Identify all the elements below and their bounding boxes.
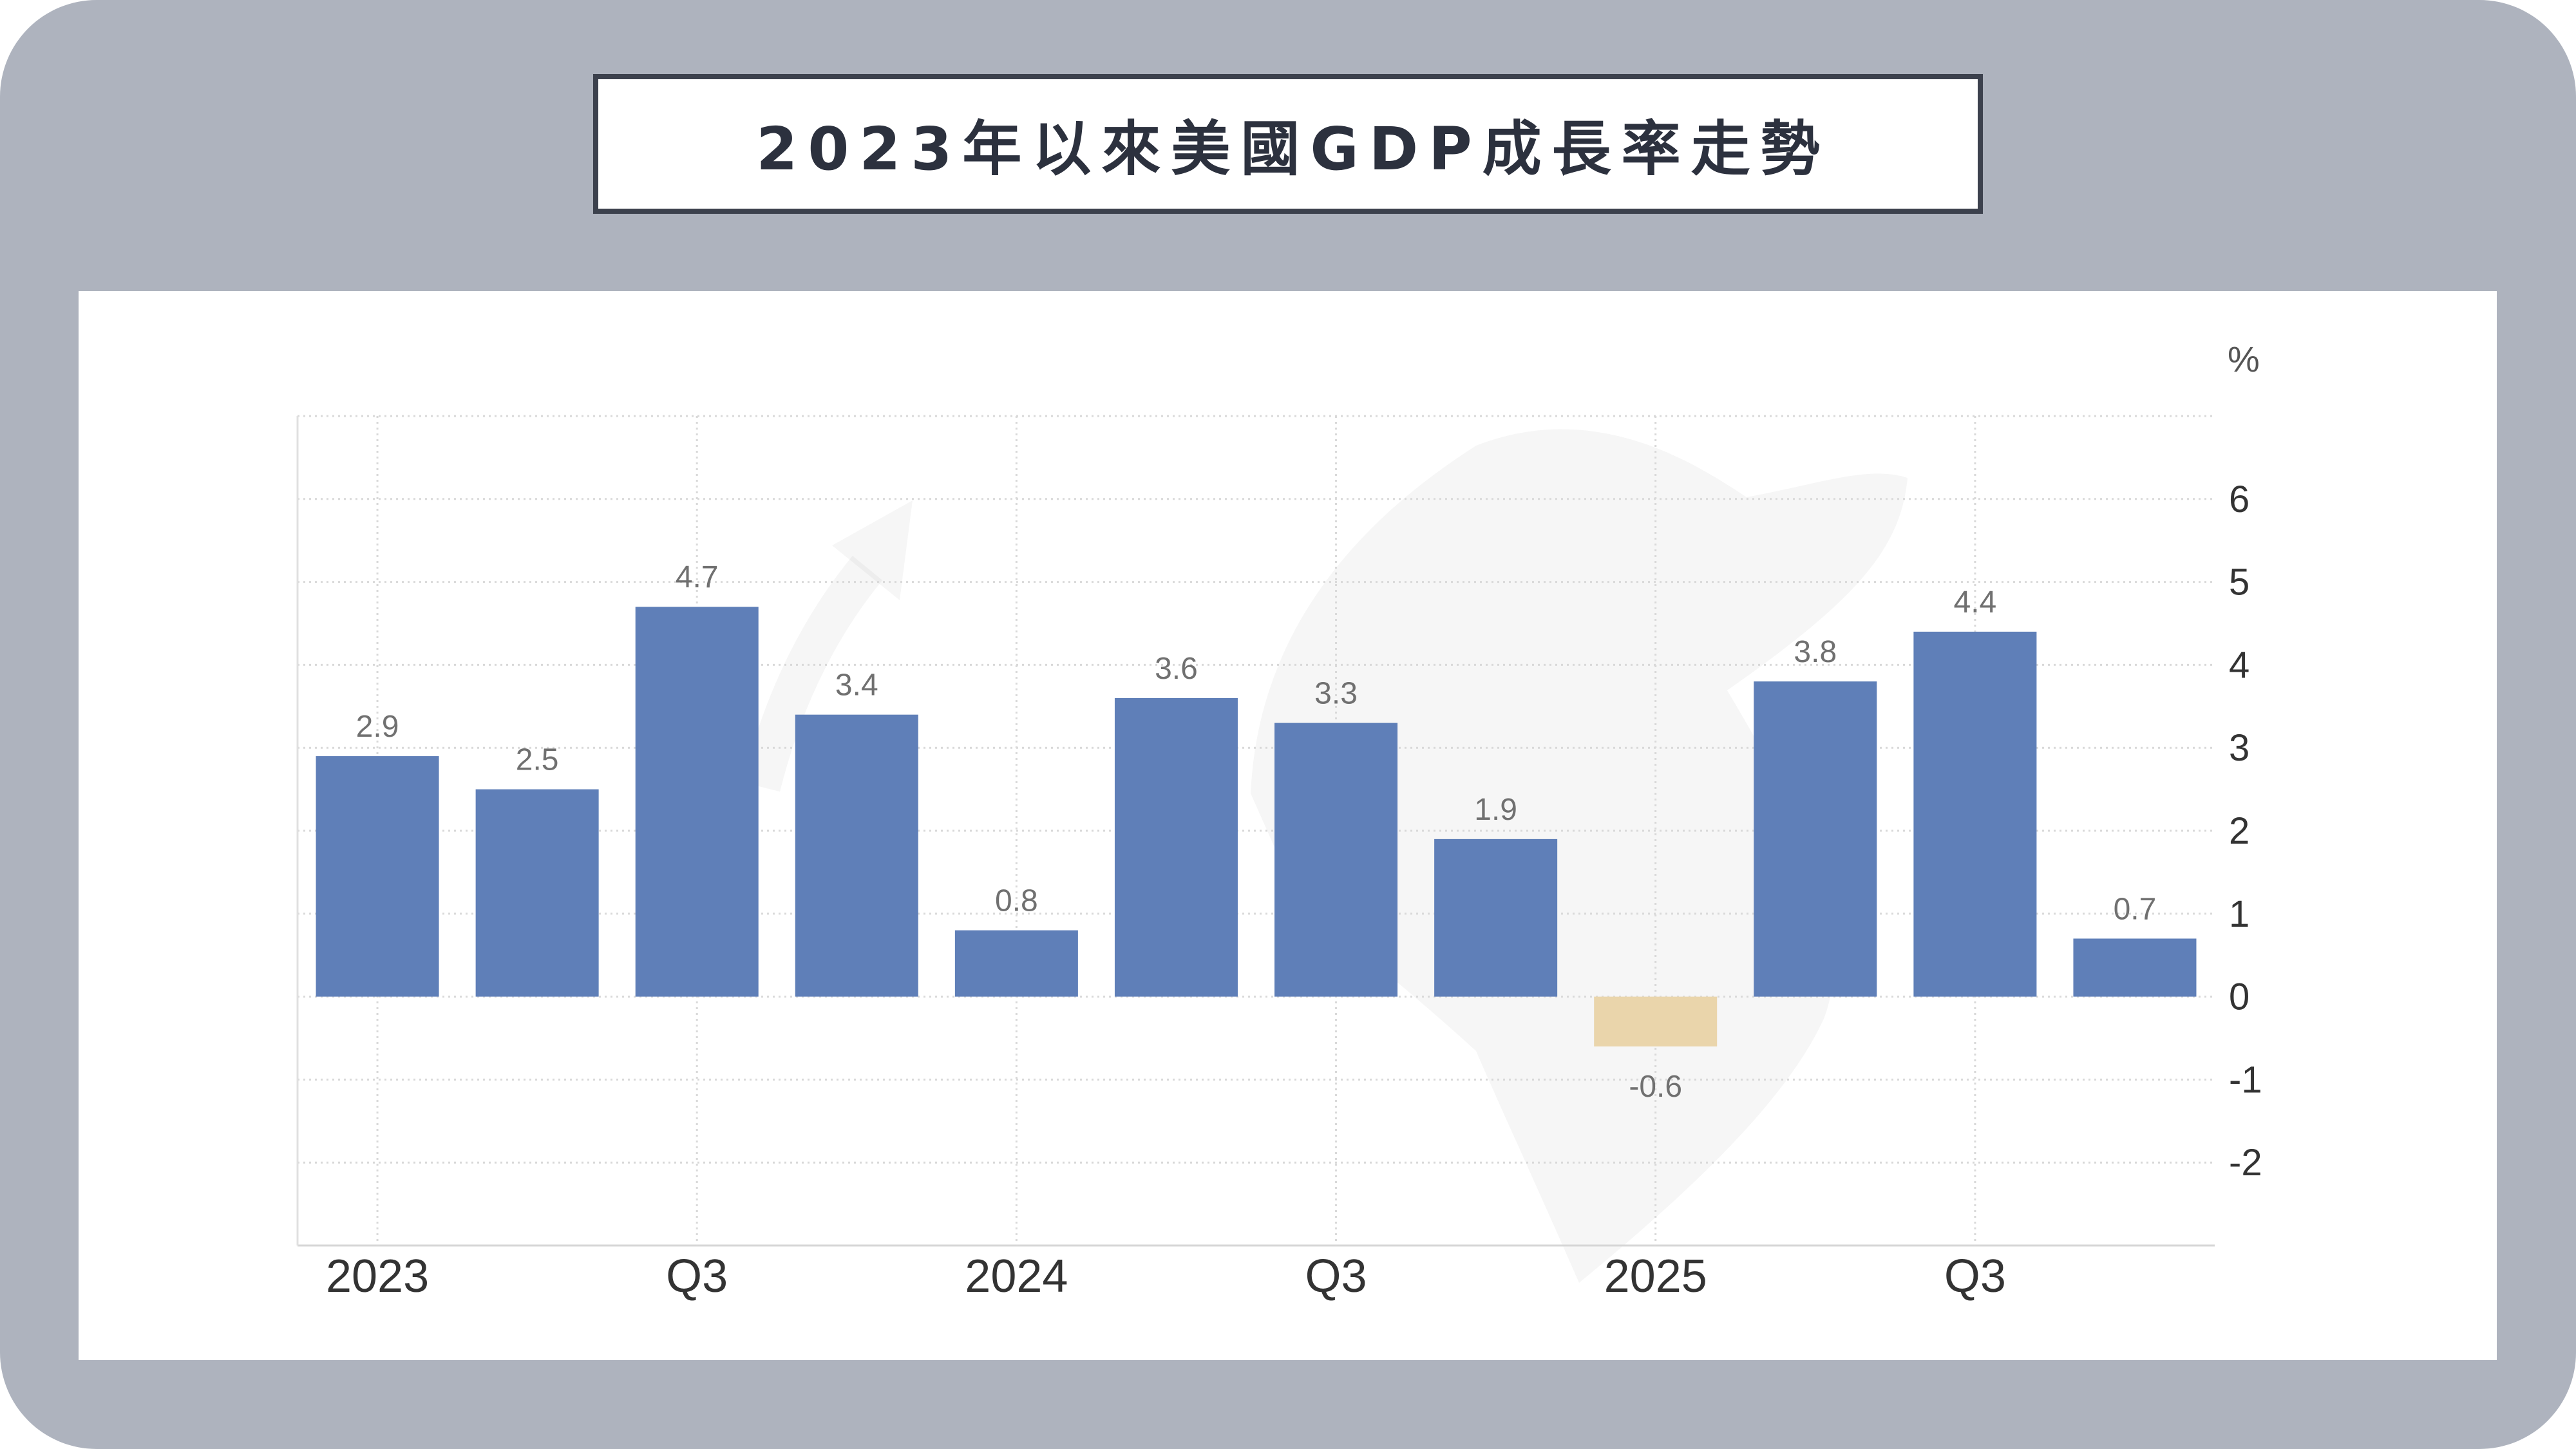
data-label: 3.6 bbox=[1155, 652, 1198, 686]
x-tick-label: 2023 bbox=[326, 1251, 429, 1302]
bar bbox=[2073, 938, 2197, 997]
bar bbox=[1913, 631, 2037, 997]
y-tick-label: 6 bbox=[2229, 478, 2249, 520]
y-tick-label: 4 bbox=[2229, 644, 2249, 686]
x-axis-tick-labels: 2023 Q3 2024 Q3 2025 Q3 bbox=[326, 1251, 2006, 1302]
y-tick-label: 5 bbox=[2229, 562, 2249, 603]
data-label: -0.6 bbox=[1629, 1070, 1682, 1104]
data-label: 0.8 bbox=[995, 884, 1038, 918]
bar bbox=[1274, 723, 1398, 997]
bar bbox=[635, 607, 759, 997]
bar bbox=[954, 930, 1078, 997]
data-label: 2.5 bbox=[516, 743, 559, 777]
y-tick-label: 3 bbox=[2229, 727, 2249, 769]
x-tick-label: 2025 bbox=[1604, 1251, 1707, 1302]
bar bbox=[475, 789, 599, 997]
data-label: 3.4 bbox=[835, 668, 878, 703]
y-tick-label: -2 bbox=[2229, 1142, 2262, 1184]
data-label: 3.3 bbox=[1314, 677, 1358, 711]
data-label: 4.7 bbox=[676, 560, 719, 594]
data-label: 3.8 bbox=[1794, 635, 1837, 669]
y-axis-unit-label: % bbox=[2228, 339, 2260, 379]
gdp-growth-bar-chart: 2.9 2.5 4.7 3.4 0.8 3.6 3.3 1.9 -0.6 3.8 4.4 0.7 6 5… bbox=[296, 339, 2262, 1302]
bar bbox=[316, 756, 439, 997]
y-axis-tick-labels: 6 5 4 3 2 1 0 -1 -2 bbox=[2229, 478, 2262, 1184]
data-label: 0.7 bbox=[2114, 892, 2157, 926]
x-tick-label: Q3 bbox=[1305, 1251, 1367, 1302]
chart-panel: 2.9 2.5 4.7 3.4 0.8 3.6 3.3 1.9 -0.6 3.8 4.4 0.7 6 5… bbox=[79, 291, 2497, 1360]
bar bbox=[1114, 697, 1238, 997]
bar bbox=[795, 714, 918, 997]
bars bbox=[316, 607, 2197, 1046]
title-box: 2023年以來美國GDP成長率走勢 bbox=[593, 74, 1983, 214]
data-label: 2.9 bbox=[356, 710, 399, 744]
y-tick-label: -1 bbox=[2229, 1059, 2262, 1101]
data-labels: 2.9 2.5 4.7 3.4 0.8 3.6 3.3 1.9 -0.6 3.8 4.4 0.7 bbox=[356, 560, 2157, 1104]
x-tick-label: Q3 bbox=[666, 1251, 728, 1302]
y-tick-label: 0 bbox=[2229, 976, 2249, 1018]
data-label: 1.9 bbox=[1474, 793, 1517, 827]
y-tick-label: 1 bbox=[2229, 893, 2249, 935]
x-tick-label: Q3 bbox=[1944, 1251, 2006, 1302]
bar bbox=[1434, 838, 1558, 997]
data-label: 4.4 bbox=[1954, 585, 1997, 620]
bar bbox=[1594, 996, 1718, 1046]
bar bbox=[1754, 681, 1877, 997]
gridlines bbox=[296, 415, 2215, 1247]
x-tick-label: 2024 bbox=[965, 1251, 1068, 1302]
y-tick-label: 2 bbox=[2229, 810, 2249, 852]
chart-title: 2023年以來美國GDP成長率走勢 bbox=[756, 115, 1830, 184]
